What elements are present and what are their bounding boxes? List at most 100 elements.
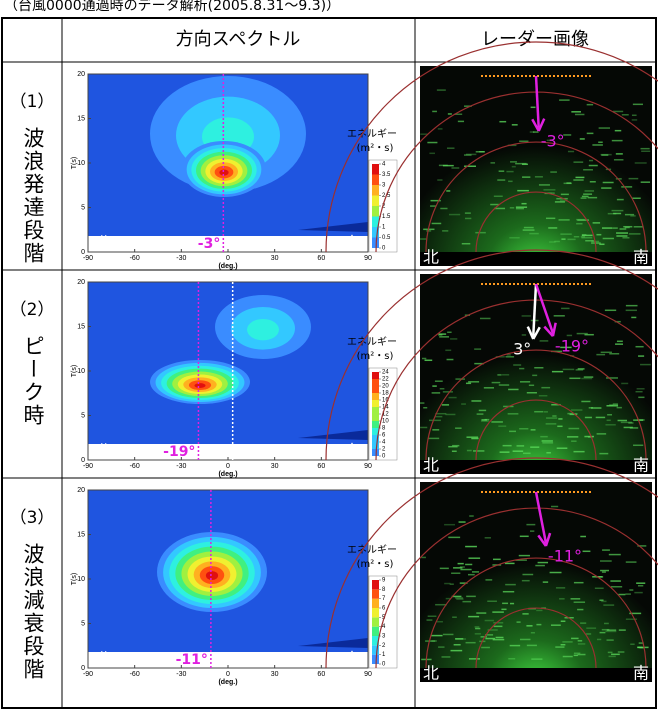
y-tick-label: 15 [77, 323, 85, 330]
x-tick-label: -90 [83, 255, 93, 262]
radar-echo [639, 647, 643, 649]
radar-echo [552, 371, 563, 373]
radar-echo [519, 140, 528, 142]
x-tick-label: -30 [176, 671, 186, 678]
radar-echo [466, 596, 476, 598]
radar-echo [587, 133, 594, 135]
radar-echo [471, 400, 481, 402]
radar-echo [611, 586, 622, 588]
radar-echo [575, 177, 584, 179]
north-label: 北 [423, 664, 439, 683]
radar-echo [493, 622, 503, 624]
y-axis-label: T(s) [71, 573, 78, 585]
colorbar-step [372, 400, 379, 407]
y-tick-label: 0 [81, 249, 85, 256]
radar-echo [580, 138, 585, 140]
radar-echo [505, 563, 515, 565]
radar-echo [510, 161, 517, 163]
y-tick-label: 20 [77, 487, 85, 494]
radar-echo [526, 625, 532, 627]
x-tick-label: 60 [317, 255, 325, 262]
radar-echo [590, 181, 596, 183]
radar-echo [578, 654, 586, 656]
radar-echo [618, 420, 627, 422]
radar-echo [451, 572, 460, 574]
radar-echo [609, 353, 619, 355]
radar-echo [596, 417, 605, 419]
radar-echo [506, 171, 513, 173]
radar-echo [476, 612, 486, 614]
radar-echo [530, 530, 534, 532]
radar-echo [616, 232, 628, 234]
radar-echo [621, 186, 632, 188]
y-axis-label: T(s) [71, 157, 78, 169]
radar-echo [484, 387, 494, 389]
south-label: 南 [633, 664, 649, 683]
radar-echo [450, 650, 462, 652]
radar-echo [542, 442, 553, 444]
radar-echo [523, 453, 531, 455]
radar-echo [480, 318, 491, 320]
radar-echo [519, 428, 528, 430]
radar-echo [602, 629, 610, 631]
radar-echo [596, 354, 605, 356]
radar-echo [462, 243, 471, 245]
radar-echo [564, 183, 572, 185]
radar-echo [494, 626, 503, 628]
radar-echo [523, 229, 535, 231]
radar-echo [444, 524, 455, 526]
radar-echo [465, 212, 471, 214]
south-label: 南 [633, 248, 649, 267]
legend-unit: (m²・s) [357, 351, 394, 362]
colorbar-step [372, 580, 379, 589]
radar-echo [428, 616, 437, 618]
y-tick-label: 15 [77, 531, 85, 538]
radar-echo [576, 223, 582, 225]
radar-echo [441, 656, 450, 658]
contour [194, 383, 205, 388]
radar-echo [597, 433, 607, 435]
x-tick-label: -60 [130, 463, 140, 470]
radar-echo [634, 226, 643, 228]
radar-echo [475, 626, 480, 628]
x-tick-label: -30 [176, 255, 186, 262]
y-tick-label: 10 [77, 368, 85, 375]
radar-echo [508, 658, 515, 660]
row-stage: 波浪発達段階 [21, 127, 45, 265]
radar-echo [571, 111, 581, 113]
radar-echo [632, 198, 641, 200]
north-label: 北 [423, 456, 439, 475]
colorbar-step [372, 206, 379, 217]
radar-echo [496, 637, 504, 639]
radar-footer [420, 668, 652, 682]
radar-echo [487, 600, 497, 602]
radar-echo [551, 506, 558, 508]
radar-echo [607, 414, 612, 416]
radar-echo [443, 634, 454, 636]
radar-echo [462, 601, 471, 603]
radar-echo [427, 619, 433, 621]
radar-echo [500, 451, 510, 453]
x-tick-label: 30 [271, 255, 279, 262]
radar-echo [481, 647, 490, 649]
radar-echo [630, 643, 634, 645]
north-label: 北 [96, 442, 112, 461]
radar-echo [568, 428, 579, 430]
radar-echo [524, 227, 534, 229]
radar-echo [485, 537, 491, 539]
radar-echo [465, 218, 471, 220]
radar-echo [598, 141, 603, 143]
radar-echo [630, 215, 635, 217]
radar-echo [585, 190, 595, 192]
radar-echo [450, 338, 457, 340]
colorbar-step [372, 386, 379, 393]
radar-echo [438, 128, 443, 130]
y-tick-label: 5 [81, 412, 85, 419]
radar-echo [623, 226, 632, 228]
radar-echo [567, 436, 578, 438]
radar-echo [499, 384, 509, 386]
radar-echo [589, 165, 598, 167]
y-tick-label: 5 [81, 204, 85, 211]
radar-echo [530, 131, 535, 133]
radar-echo [578, 640, 583, 642]
